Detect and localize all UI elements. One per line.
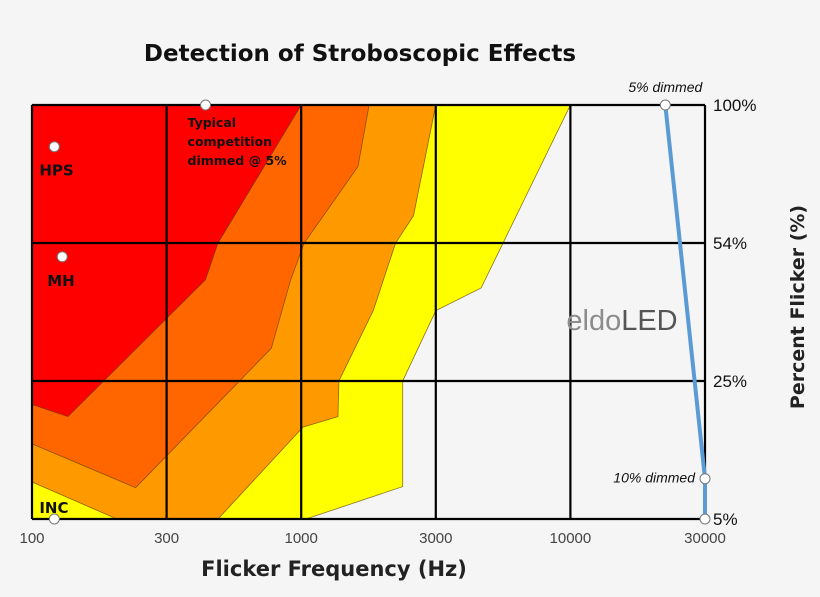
- chart-title: Detection of Stroboscopic Effects: [144, 41, 576, 67]
- x-tick-label: 10000: [550, 530, 592, 547]
- dimming-point: [699, 473, 711, 485]
- x-tick-label: 30000: [684, 530, 726, 547]
- x-tick-label: 300: [154, 530, 179, 547]
- competition-note: Typical competition dimmed @ 5%: [188, 115, 288, 168]
- y-axis-label: Percent Flicker (%): [787, 205, 809, 409]
- source-point: [48, 141, 60, 153]
- note-line: dimmed @ 5%: [188, 153, 288, 168]
- y-tick-labels: 100% 54% 25% 5%: [713, 96, 756, 529]
- eldoled-logo: eldoLED: [566, 305, 677, 337]
- dimming-point: [699, 513, 711, 525]
- x-tick-labels: 100 300 1000 3000 10000 30000: [19, 530, 725, 547]
- dimming-point-label: 5% dimmed: [628, 79, 703, 95]
- x-tick-label: 3000: [419, 530, 452, 547]
- logo-part-1: eldo: [566, 305, 621, 337]
- source-point: [48, 513, 60, 525]
- x-tick-label: 1000: [285, 530, 318, 547]
- source-point: [56, 251, 68, 263]
- note-line: competition: [188, 134, 272, 149]
- y-tick-label: 25%: [713, 372, 747, 391]
- light-source-points: HPS MH INC Typical competition dimmed @ 5%: [39, 99, 288, 525]
- source-label: HPS: [39, 162, 73, 180]
- logo-part-2: LED: [621, 305, 677, 337]
- y-tick-label: 5%: [713, 510, 738, 529]
- dimming-point: [659, 99, 671, 111]
- source-label: INC: [39, 499, 68, 517]
- dimming-line: 5% dimmed 10% dimmed: [613, 79, 711, 525]
- source-label: MH: [47, 272, 74, 290]
- x-axis-label: Flicker Frequency (Hz): [201, 557, 467, 581]
- x-tick-label: 100: [19, 530, 44, 547]
- y-tick-label: 54%: [713, 234, 747, 253]
- source-point: [200, 99, 212, 111]
- dimming-point-label: 10% dimmed: [613, 470, 696, 486]
- grid: [30, 103, 707, 521]
- y-tick-label: 100%: [713, 96, 756, 115]
- note-line: Typical: [188, 115, 237, 130]
